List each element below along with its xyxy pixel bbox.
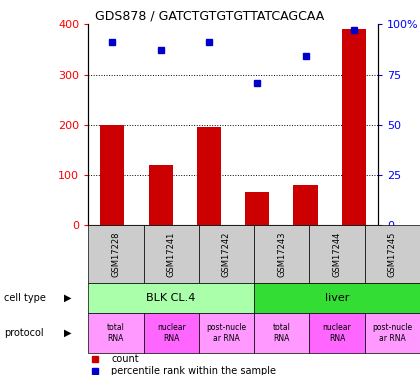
Text: nuclear
RNA: nuclear RNA bbox=[157, 324, 186, 343]
Text: nuclear
RNA: nuclear RNA bbox=[323, 324, 352, 343]
Text: ▶: ▶ bbox=[63, 293, 71, 303]
FancyBboxPatch shape bbox=[310, 225, 365, 283]
Bar bbox=[100, 124, 124, 225]
FancyBboxPatch shape bbox=[88, 283, 254, 313]
Text: GSM17241: GSM17241 bbox=[167, 231, 176, 277]
Bar bbox=[149, 165, 173, 225]
Text: BLK CL.4: BLK CL.4 bbox=[147, 293, 196, 303]
Text: GSM17242: GSM17242 bbox=[222, 231, 231, 277]
Text: total
RNA: total RNA bbox=[107, 324, 125, 343]
Text: percentile rank within the sample: percentile rank within the sample bbox=[111, 366, 276, 375]
Text: ▶: ▶ bbox=[63, 328, 71, 338]
Bar bbox=[197, 127, 221, 225]
Text: post-nucle
ar RNA: post-nucle ar RNA bbox=[206, 324, 247, 343]
FancyBboxPatch shape bbox=[254, 283, 420, 313]
Text: total
RNA: total RNA bbox=[273, 324, 291, 343]
Text: GDS878 / GATCTGTGTGTTATCAGCAA: GDS878 / GATCTGTGTGTTATCAGCAA bbox=[95, 9, 325, 22]
FancyBboxPatch shape bbox=[144, 313, 199, 353]
Text: GSM17244: GSM17244 bbox=[333, 231, 341, 277]
FancyBboxPatch shape bbox=[199, 313, 254, 353]
FancyBboxPatch shape bbox=[254, 225, 310, 283]
Bar bbox=[245, 192, 269, 225]
Text: GSM17245: GSM17245 bbox=[388, 231, 397, 277]
Text: GSM17228: GSM17228 bbox=[111, 231, 121, 277]
Text: protocol: protocol bbox=[4, 328, 44, 338]
FancyBboxPatch shape bbox=[144, 225, 199, 283]
FancyBboxPatch shape bbox=[365, 313, 420, 353]
FancyBboxPatch shape bbox=[88, 313, 144, 353]
FancyBboxPatch shape bbox=[199, 225, 254, 283]
Text: cell type: cell type bbox=[4, 293, 46, 303]
Text: post-nucle
ar RNA: post-nucle ar RNA bbox=[372, 324, 412, 343]
Text: liver: liver bbox=[325, 293, 349, 303]
Text: GSM17243: GSM17243 bbox=[277, 231, 286, 277]
FancyBboxPatch shape bbox=[365, 225, 420, 283]
FancyBboxPatch shape bbox=[310, 313, 365, 353]
Bar bbox=[342, 29, 366, 225]
FancyBboxPatch shape bbox=[88, 225, 144, 283]
Text: count: count bbox=[111, 354, 139, 364]
Bar bbox=[294, 185, 318, 225]
FancyBboxPatch shape bbox=[254, 313, 310, 353]
